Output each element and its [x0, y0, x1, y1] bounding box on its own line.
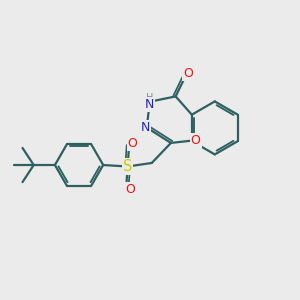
- Text: O: O: [183, 67, 193, 80]
- Text: N: N: [141, 121, 150, 134]
- Text: H: H: [146, 93, 153, 103]
- Text: S: S: [123, 159, 132, 174]
- Text: N: N: [145, 98, 154, 111]
- Text: O: O: [125, 183, 135, 196]
- Text: O: O: [128, 137, 138, 150]
- Text: O: O: [191, 134, 201, 147]
